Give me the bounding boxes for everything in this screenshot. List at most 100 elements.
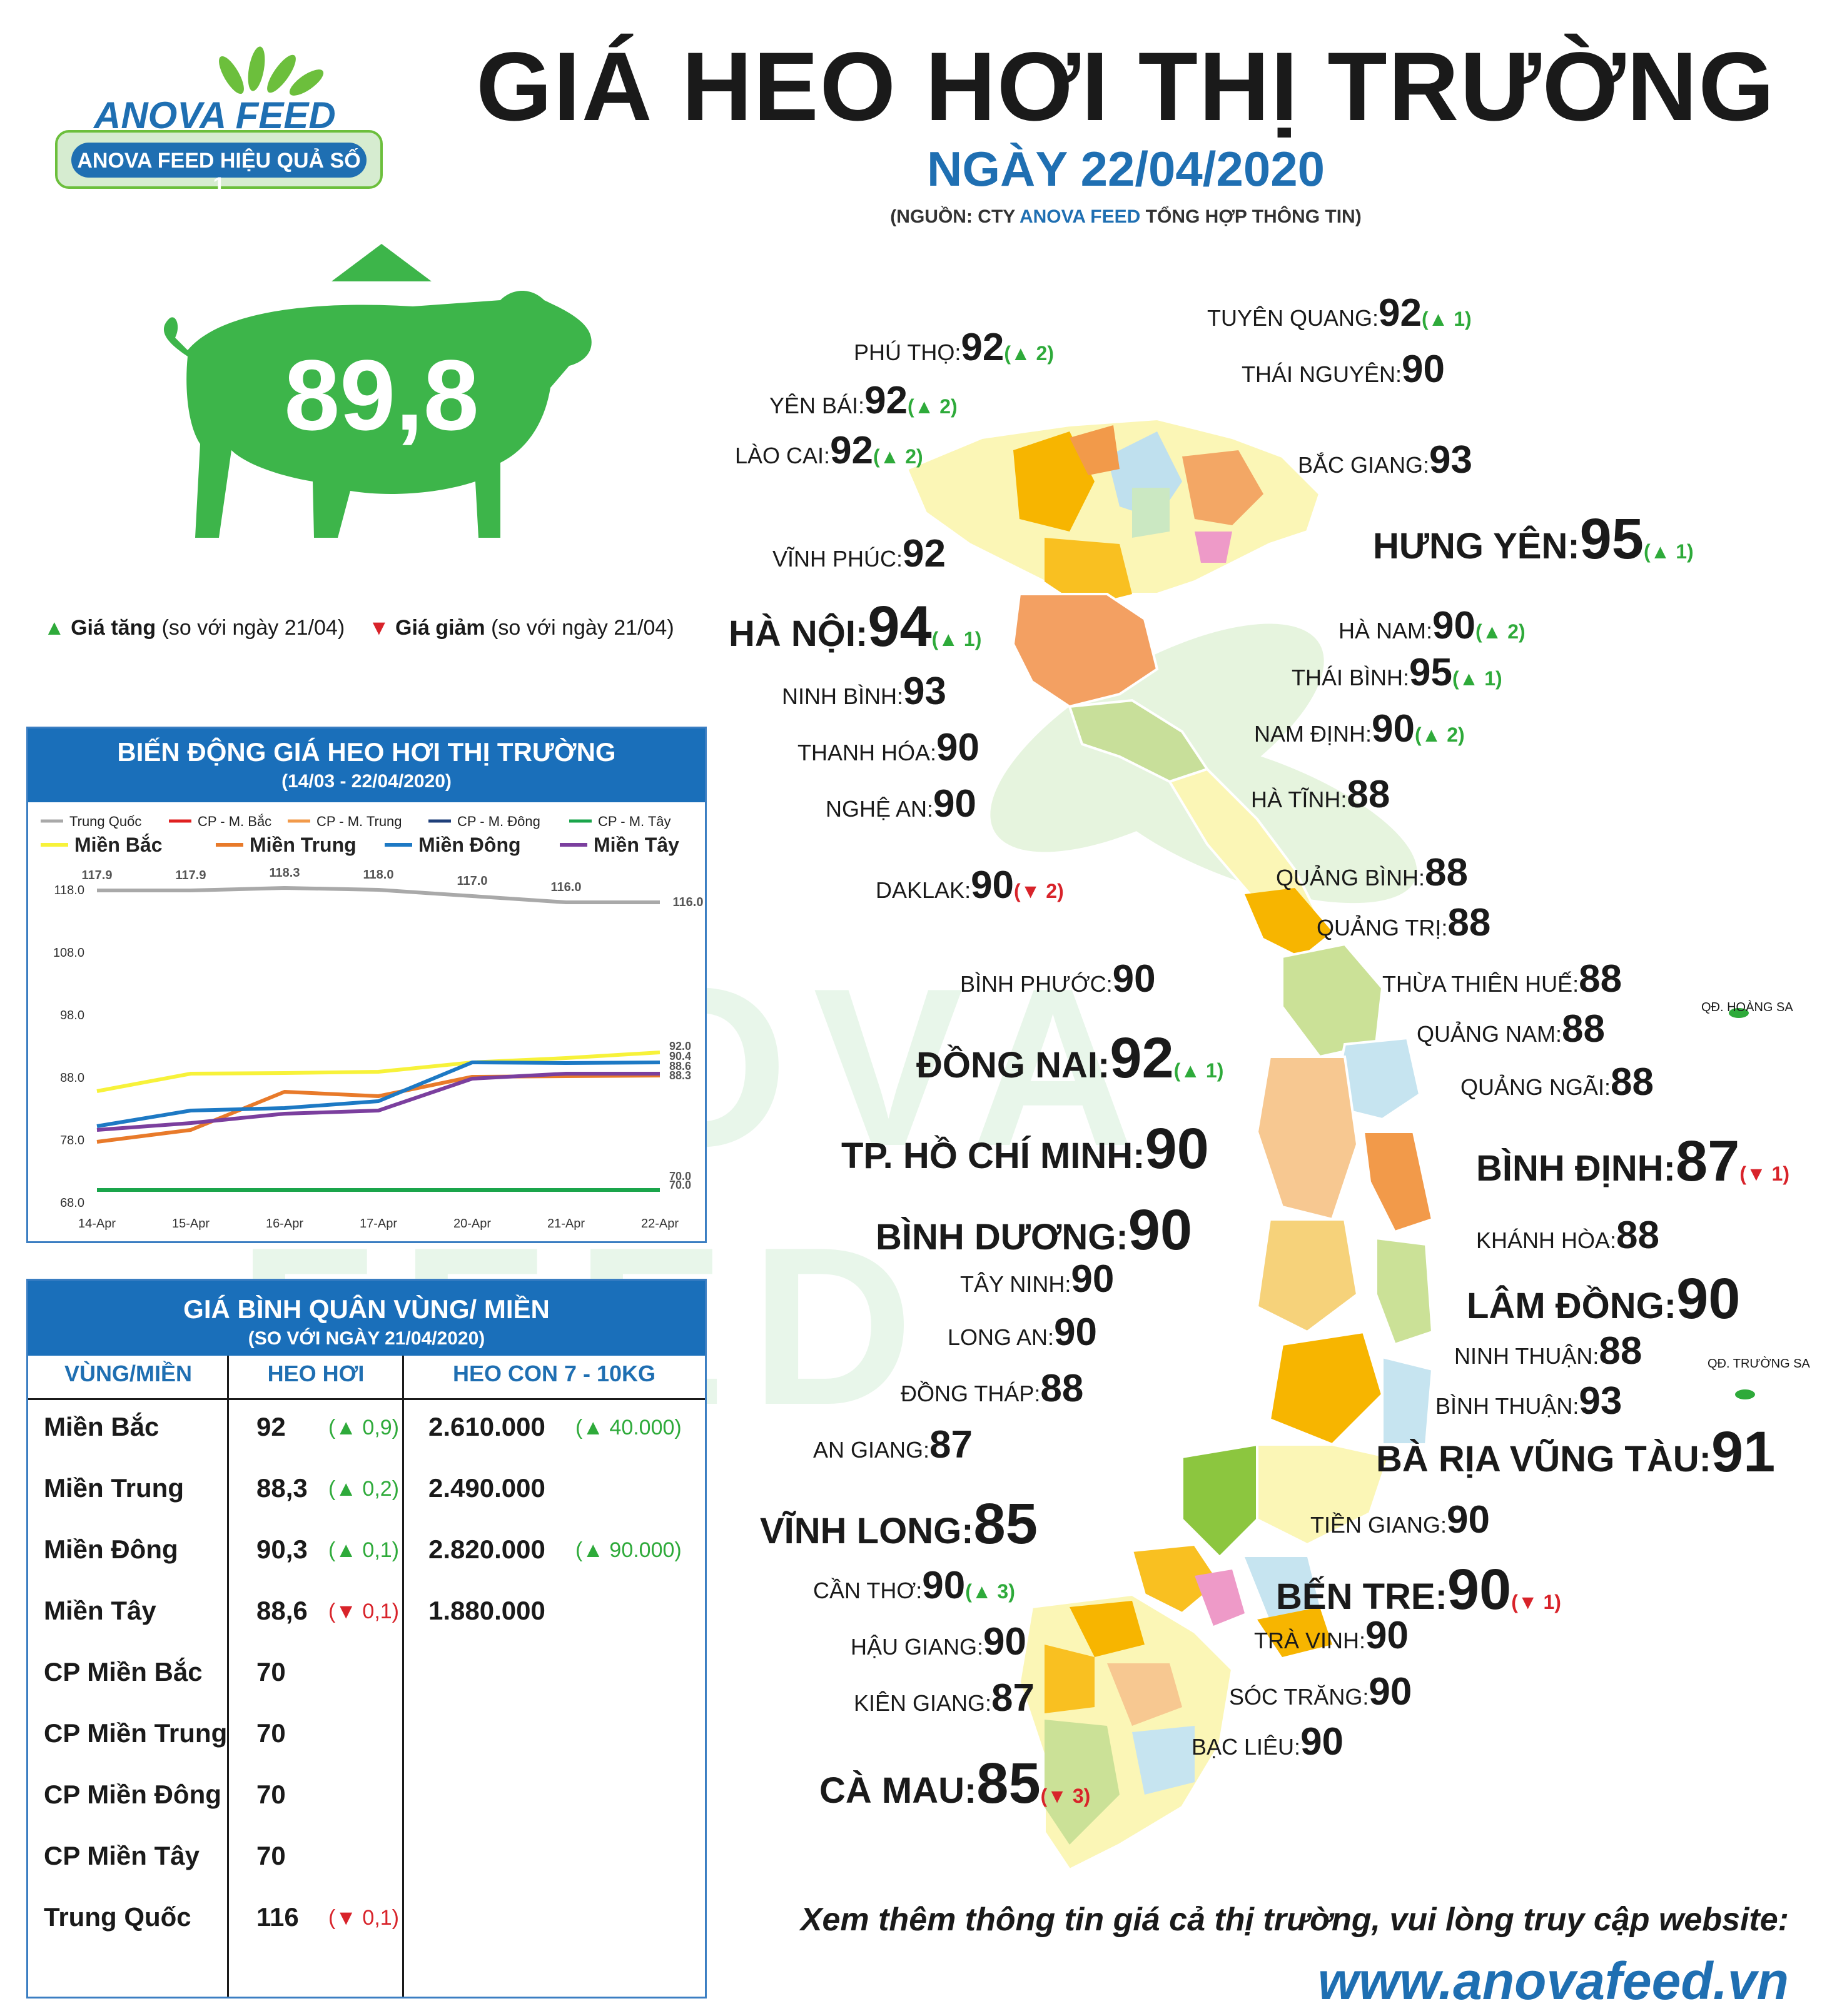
province-label: CÀ MAU:85(▼ 3) [819, 1751, 1090, 1817]
row-region-name: CP Miền Đông [44, 1780, 221, 1809]
province-price: 90 [1447, 1558, 1512, 1621]
legend-label: CP - M. Bắc [198, 814, 271, 829]
province-change: (▼ 3) [1040, 1785, 1091, 1807]
province-change: (▲ 2) [908, 395, 958, 418]
province-price: 91 [1711, 1420, 1776, 1484]
row-heo-hoi-change: (▼ 0,1) [328, 1600, 400, 1623]
province-label: HÀ NỘI:94(▲ 1) [729, 594, 981, 660]
end-value-label: 88.6 [669, 1060, 691, 1072]
province-price: 90 [1071, 1257, 1115, 1301]
province-name: BÌNH DƯƠNG: [876, 1217, 1128, 1257]
row-heo-hoi-change: (▲ 0,2) [328, 1477, 400, 1501]
province-name: HÀ NỘI: [729, 613, 868, 654]
row-region-name: Trung Quốc [44, 1902, 191, 1932]
province-label: LÂM ĐỒNG:90 [1467, 1266, 1740, 1332]
row-heo-con-change: (▲ 40.000) [575, 1416, 682, 1439]
province-price: 92 [830, 429, 874, 472]
vietnam-map [905, 417, 1755, 1872]
province-price: 90 [983, 1620, 1026, 1663]
row-heo-hoi-price: 70 [256, 1657, 286, 1686]
province-name: TUYÊN QUANG: [1207, 305, 1379, 331]
province-change: (▼ 1) [1511, 1591, 1561, 1613]
col-divider-1 [227, 1356, 229, 1997]
series-line-0 [97, 886, 660, 904]
province-label: PHÚ THỌ:92(▲ 2) [854, 325, 1054, 370]
province-change: (▲ 2) [1475, 620, 1526, 643]
source-brand: ANOVA FEED [1019, 206, 1141, 227]
row-heo-hoi-change: (▲ 0,1) [328, 1538, 400, 1562]
province-label: CẦN THƠ:90(▲ 3) [813, 1563, 1015, 1608]
province-price: 95 [1579, 507, 1644, 571]
province-label: HẬU GIANG:90 [851, 1620, 1026, 1664]
province-label: YÊN BÁI:92(▲ 2) [769, 378, 958, 423]
province-price: 90 [1432, 604, 1475, 647]
leaf-logo-icon [55, 46, 383, 189]
legend-label: CP - M. Đông [457, 814, 540, 829]
province-change: (▲ 3) [965, 1580, 1015, 1603]
legend-label: Miền Bắc [74, 834, 162, 856]
table-header: GIÁ BÌNH QUÂN VÙNG/ MIỀN (SO VỚI NGÀY 21… [28, 1281, 705, 1356]
province-label: THỪA THIÊN HUẾ:88 [1382, 957, 1622, 1001]
row-region-name: CP Miền Tây [44, 1841, 200, 1870]
province-name: TÂY NINH: [960, 1271, 1071, 1297]
province-price: 92 [961, 326, 1004, 369]
legend-label: Miền Đông [418, 834, 521, 856]
province-label: AN GIANG:87 [813, 1423, 973, 1467]
province-price: 90 [1128, 1198, 1193, 1262]
province-name: TIỀN GIANG: [1310, 1512, 1447, 1538]
province-name: KHÁNH HÒA: [1476, 1227, 1617, 1253]
footer-website[interactable]: www.anovafeed.vn [1317, 1952, 1789, 2010]
end-value-label: 90.4 [669, 1050, 691, 1062]
province-change: (▲ 1) [1452, 667, 1502, 690]
province-name: SÓC TRĂNG: [1229, 1684, 1369, 1710]
row-heo-con-price: 1.880.000 [428, 1596, 545, 1625]
row-heo-con-price: 2.490.000 [428, 1473, 545, 1503]
province-name: THANH HÓA: [797, 740, 937, 765]
province-price: 88 [1425, 851, 1468, 894]
col-header-heo-con: HEO CON 7 - 10KG [452, 1361, 656, 1386]
province-name: ĐỒNG NAI: [916, 1045, 1110, 1086]
province-label: BÌNH DƯƠNG:90 [876, 1197, 1192, 1263]
province-name: DAKLAK: [876, 877, 971, 903]
row-heo-hoi-price: 70 [256, 1841, 286, 1870]
province-label: NINH THUẬN:88 [1454, 1329, 1642, 1373]
province-name: TP. HỒ CHÍ MINH: [841, 1136, 1145, 1176]
province-name: THỪA THIÊN HUẾ: [1382, 971, 1579, 997]
province-name: HƯNG YÊN: [1373, 526, 1580, 567]
province-price: 90 [971, 864, 1015, 907]
row-region-name: Miền Bắc [44, 1412, 159, 1441]
province-name: BẾN TRE: [1276, 1576, 1447, 1617]
x-tick-label: 15-Apr [172, 1217, 210, 1231]
province-label: TÂY NINH:90 [960, 1257, 1114, 1301]
line-chart: Trung Quốc CP - M. Bắc CP - M. Trung CP - M… [41, 814, 703, 1231]
logo-slogan: ANOVA FEED HIỆU QUẢ SỐ 1 [77, 149, 361, 197]
province-price: 90 [1054, 1311, 1098, 1354]
end-value-label: 70.0 [669, 1170, 691, 1182]
y-tick-label: 68.0 [60, 1196, 84, 1210]
legend-label: Miền Tây [594, 834, 679, 856]
y-tick-label: 98.0 [60, 1009, 84, 1022]
province-price: 88 [1347, 773, 1390, 816]
up-arrow-icon [331, 244, 432, 281]
province-name: THÁI BÌNH: [1292, 665, 1410, 690]
row-heo-con-change: (▲ 90.000) [575, 1538, 682, 1562]
province-price: 88 [1040, 1367, 1084, 1410]
province-label: THANH HÓA:90 [797, 725, 979, 770]
truong-sa-island [1735, 1389, 1755, 1399]
province-label: THÁI BÌNH:95(▲ 1) [1292, 650, 1502, 695]
col-header-region: VÙNG/MIỀN [64, 1361, 192, 1386]
province-label: TRÀ VINH:90 [1254, 1613, 1409, 1658]
row-heo-hoi-price: 90,3 [256, 1535, 308, 1564]
province-label: BÀ RỊA VŨNG TÀU:91 [1376, 1419, 1775, 1485]
province-name: KIÊN GIANG: [854, 1690, 992, 1716]
province-label: TP. HỒ CHÍ MINH:90 [841, 1116, 1209, 1182]
y-tick-label: 78.0 [60, 1134, 84, 1147]
province-name: BẠC LIÊU: [1192, 1734, 1301, 1760]
end-value-label: 92.0 [669, 1040, 691, 1052]
chart-title: BIẾN ĐỘNG GIÁ HEO HƠI THỊ TRƯỜNG [117, 737, 616, 767]
province-price: 87 [929, 1423, 973, 1466]
province-change: (▲ 1) [931, 628, 982, 650]
row-heo-hoi-price: 88,3 [256, 1473, 308, 1503]
col-divider-2 [402, 1356, 404, 1997]
province-label: NGHỆ AN:90 [826, 782, 976, 826]
